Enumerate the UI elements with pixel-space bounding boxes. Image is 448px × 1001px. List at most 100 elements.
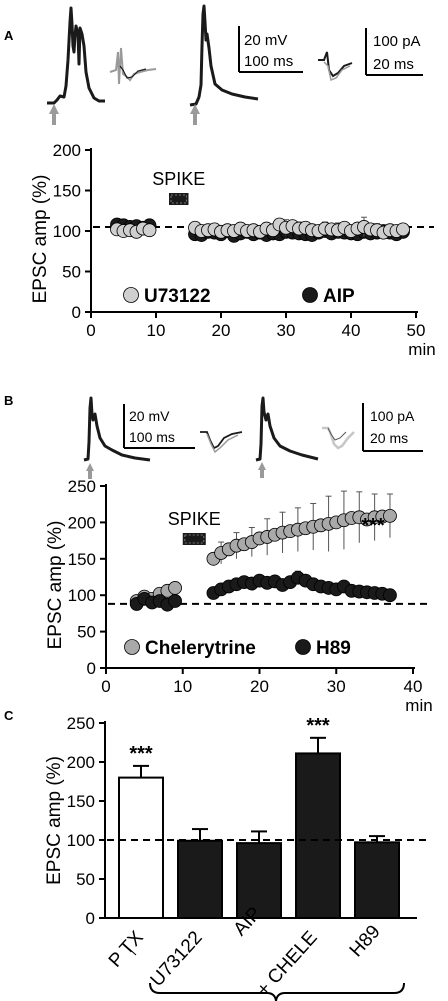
scalebar-time-label: 20 ms: [370, 430, 408, 446]
y-tick-label: 0: [72, 303, 81, 322]
x-tick-label: 0: [101, 677, 110, 696]
panel-a-letter: A: [4, 28, 14, 43]
y-tick-label: 50: [62, 263, 81, 282]
spike-marker-pattern: [184, 534, 205, 544]
y-tick-label: 50: [77, 623, 96, 642]
y-tick-label: 0: [86, 909, 95, 928]
panel-a-epsc-trace-gray: [109, 47, 157, 85]
legend-label: Chelerytrine: [145, 638, 256, 659]
y-tick-label: 50: [76, 870, 95, 889]
scalebar-time-label: 20 ms: [373, 56, 414, 73]
panel-b: B 20 mV 100 ms 100 pA 20 ms 0 50 100 150 200…: [4, 393, 433, 715]
bar: [354, 841, 400, 920]
panel-b-letter: B: [4, 393, 13, 408]
y-tick-label: 200: [53, 141, 81, 160]
scalebar-current-label: 100 pA: [373, 33, 421, 50]
x-tick-label: 40: [404, 677, 423, 696]
legend-label: H89: [316, 638, 351, 659]
data-point-chelerytrine: [383, 508, 397, 523]
data-point-h89: [383, 588, 397, 603]
x-tick-label: 10: [147, 321, 166, 340]
bar: [118, 776, 164, 919]
panel-a-scalebar-voltage-clamp: 100 pA 20 ms: [365, 28, 423, 76]
significance-marker: ***: [129, 743, 153, 765]
x-axis-label: min: [408, 340, 435, 359]
scalebar-time-label: 100 ms: [244, 53, 293, 70]
legend-marker: [123, 287, 139, 303]
significance-marker: ***: [361, 515, 385, 537]
x-tick-label: 20: [212, 321, 231, 340]
scalebar-voltage-label: 20 mV: [244, 32, 287, 49]
panel-a-voltage-trace-2: [189, 4, 259, 107]
stimulus-arrow-icon-stem: [52, 114, 56, 125]
spike-label: SPIKE: [152, 169, 205, 189]
category-label: U73122: [147, 927, 207, 991]
scalebar-time-label: 100 ms: [129, 429, 175, 445]
panel-a-voltage-trace: [47, 6, 105, 105]
y-tick-label: 200: [67, 753, 95, 772]
bar: [295, 752, 341, 919]
panel-a-epsc-trace-right: [318, 51, 353, 78]
panel-b-epsc-trace: [200, 431, 243, 450]
y-tick-label: 100: [67, 831, 95, 850]
panel-b-voltage-trace: [83, 396, 151, 462]
spike-marker: [169, 193, 189, 205]
y-tick-label: 150: [67, 792, 95, 811]
bar: [236, 842, 282, 919]
x-tick-label: 10: [173, 677, 192, 696]
y-tick-label: 150: [68, 550, 96, 569]
y-tick-label: 250: [67, 714, 95, 733]
x-axis-label: min: [405, 696, 432, 715]
category-label: H89: [346, 921, 385, 961]
data-point-chelerytrine: [168, 581, 182, 595]
significance-marker: ***: [306, 715, 330, 737]
spike-label: SPIKE: [168, 509, 221, 529]
x-tick-label: 20: [250, 677, 269, 696]
stimulus-arrow-icon-stem: [88, 471, 92, 479]
legend-marker: [124, 639, 140, 655]
y-tick-label: 100: [68, 586, 96, 605]
scalebar-voltage-label: 20 mV: [129, 408, 170, 424]
panel-a-epsc-trace-black: [119, 65, 147, 79]
stimulus-arrow-icon-stem: [193, 114, 197, 125]
stimulus-arrow-icon: [49, 104, 59, 114]
x-tick-label: 30: [327, 677, 346, 696]
y-tick-label: 150: [53, 182, 81, 201]
legend-label: U73122: [144, 286, 211, 307]
x-tick-label: 40: [342, 321, 361, 340]
y-axis-label: EPSC amp (%): [30, 175, 51, 304]
x-tick-label: 50: [407, 321, 426, 340]
spike-marker: [182, 533, 206, 545]
category-label-subscript: i: [127, 947, 139, 958]
legend-marker: [302, 287, 318, 303]
data-point-h89: [168, 594, 182, 608]
panel-b-voltage-trace-2: [255, 396, 319, 462]
panel-a: A 20 mV 100 ms 1: [4, 4, 436, 359]
y-tick-label: 100: [53, 222, 81, 241]
panel-b-scalebar-current-clamp: 20 mV 100 ms: [123, 404, 195, 449]
scalebar-current-label: 100 pA: [370, 408, 415, 424]
stimulus-arrow-icon-stem: [260, 470, 264, 478]
legend-label: AIP: [323, 286, 355, 307]
y-axis-label: EPSC amp (%): [44, 756, 65, 885]
panel-a-epsc-trace-right-gray: [323, 61, 351, 82]
panel-b-scalebar-voltage-clamp: 100 pA 20 ms: [362, 403, 423, 452]
x-tick-label: 30: [277, 321, 296, 340]
legend-marker: [295, 639, 311, 655]
category-bracket: [149, 982, 405, 1001]
y-tick-label: 250: [68, 477, 96, 496]
bar: [177, 839, 223, 920]
stimulus-arrow-icon: [258, 462, 266, 470]
panel-a-scalebar-current-clamp: 20 mV 100 ms: [238, 26, 303, 73]
panel-a-trace-1: [47, 6, 157, 125]
data-point-u73122: [396, 222, 410, 237]
panel-b-epsc-trace-gray: [206, 433, 239, 454]
y-axis-label: EPSC amp (%): [45, 521, 66, 650]
stimulus-arrow-icon: [190, 104, 200, 114]
panel-c-letter: C: [4, 708, 14, 723]
y-tick-label: 200: [68, 513, 96, 532]
x-tick-label: 0: [86, 321, 95, 340]
